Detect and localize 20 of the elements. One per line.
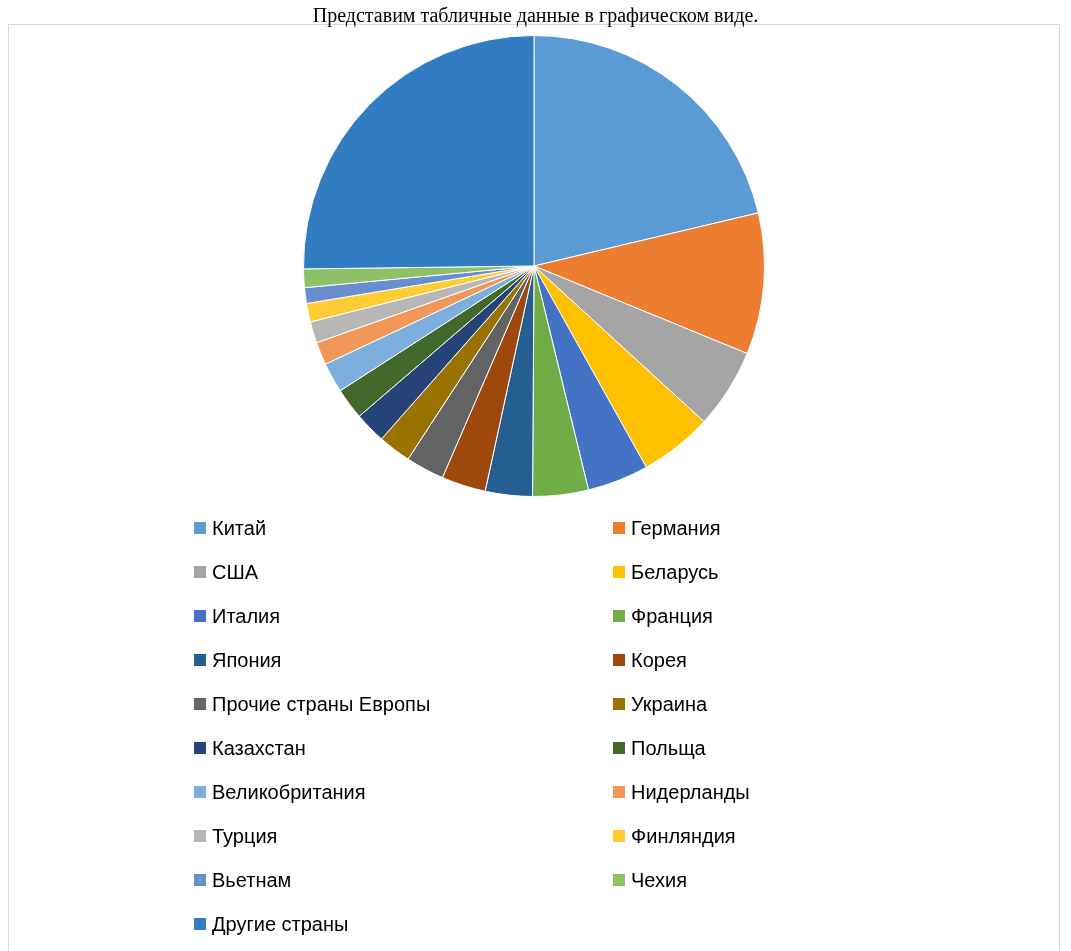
legend-label: Польща: [631, 736, 706, 760]
legend-label: Турция: [212, 824, 278, 848]
legend-label: Великобритания: [212, 780, 366, 804]
legend-label: США: [212, 560, 259, 584]
chart-title: Представим табличные данные в графическом виде.: [311, 4, 760, 26]
legend-label: Другие страны: [212, 912, 349, 936]
legend-label: Чехия: [631, 868, 688, 892]
legend-label: Корея: [631, 648, 687, 672]
legend-label: Китай: [212, 516, 267, 540]
legend-label: Германия: [631, 516, 721, 540]
legend-label: Италия: [212, 604, 281, 628]
legend-label: Япония: [212, 648, 282, 672]
legend-label: Нидерланды: [631, 780, 750, 804]
legend-label: Казахстан: [212, 736, 306, 760]
legend-label: Франция: [631, 604, 713, 628]
legend-label: Украина: [631, 692, 708, 716]
legend-label: Беларусь: [631, 560, 719, 584]
legend-label: Финляндия: [631, 824, 736, 848]
legend-label: Прочие страны Европы: [212, 692, 431, 716]
legend-label: Вьетнам: [212, 868, 292, 892]
